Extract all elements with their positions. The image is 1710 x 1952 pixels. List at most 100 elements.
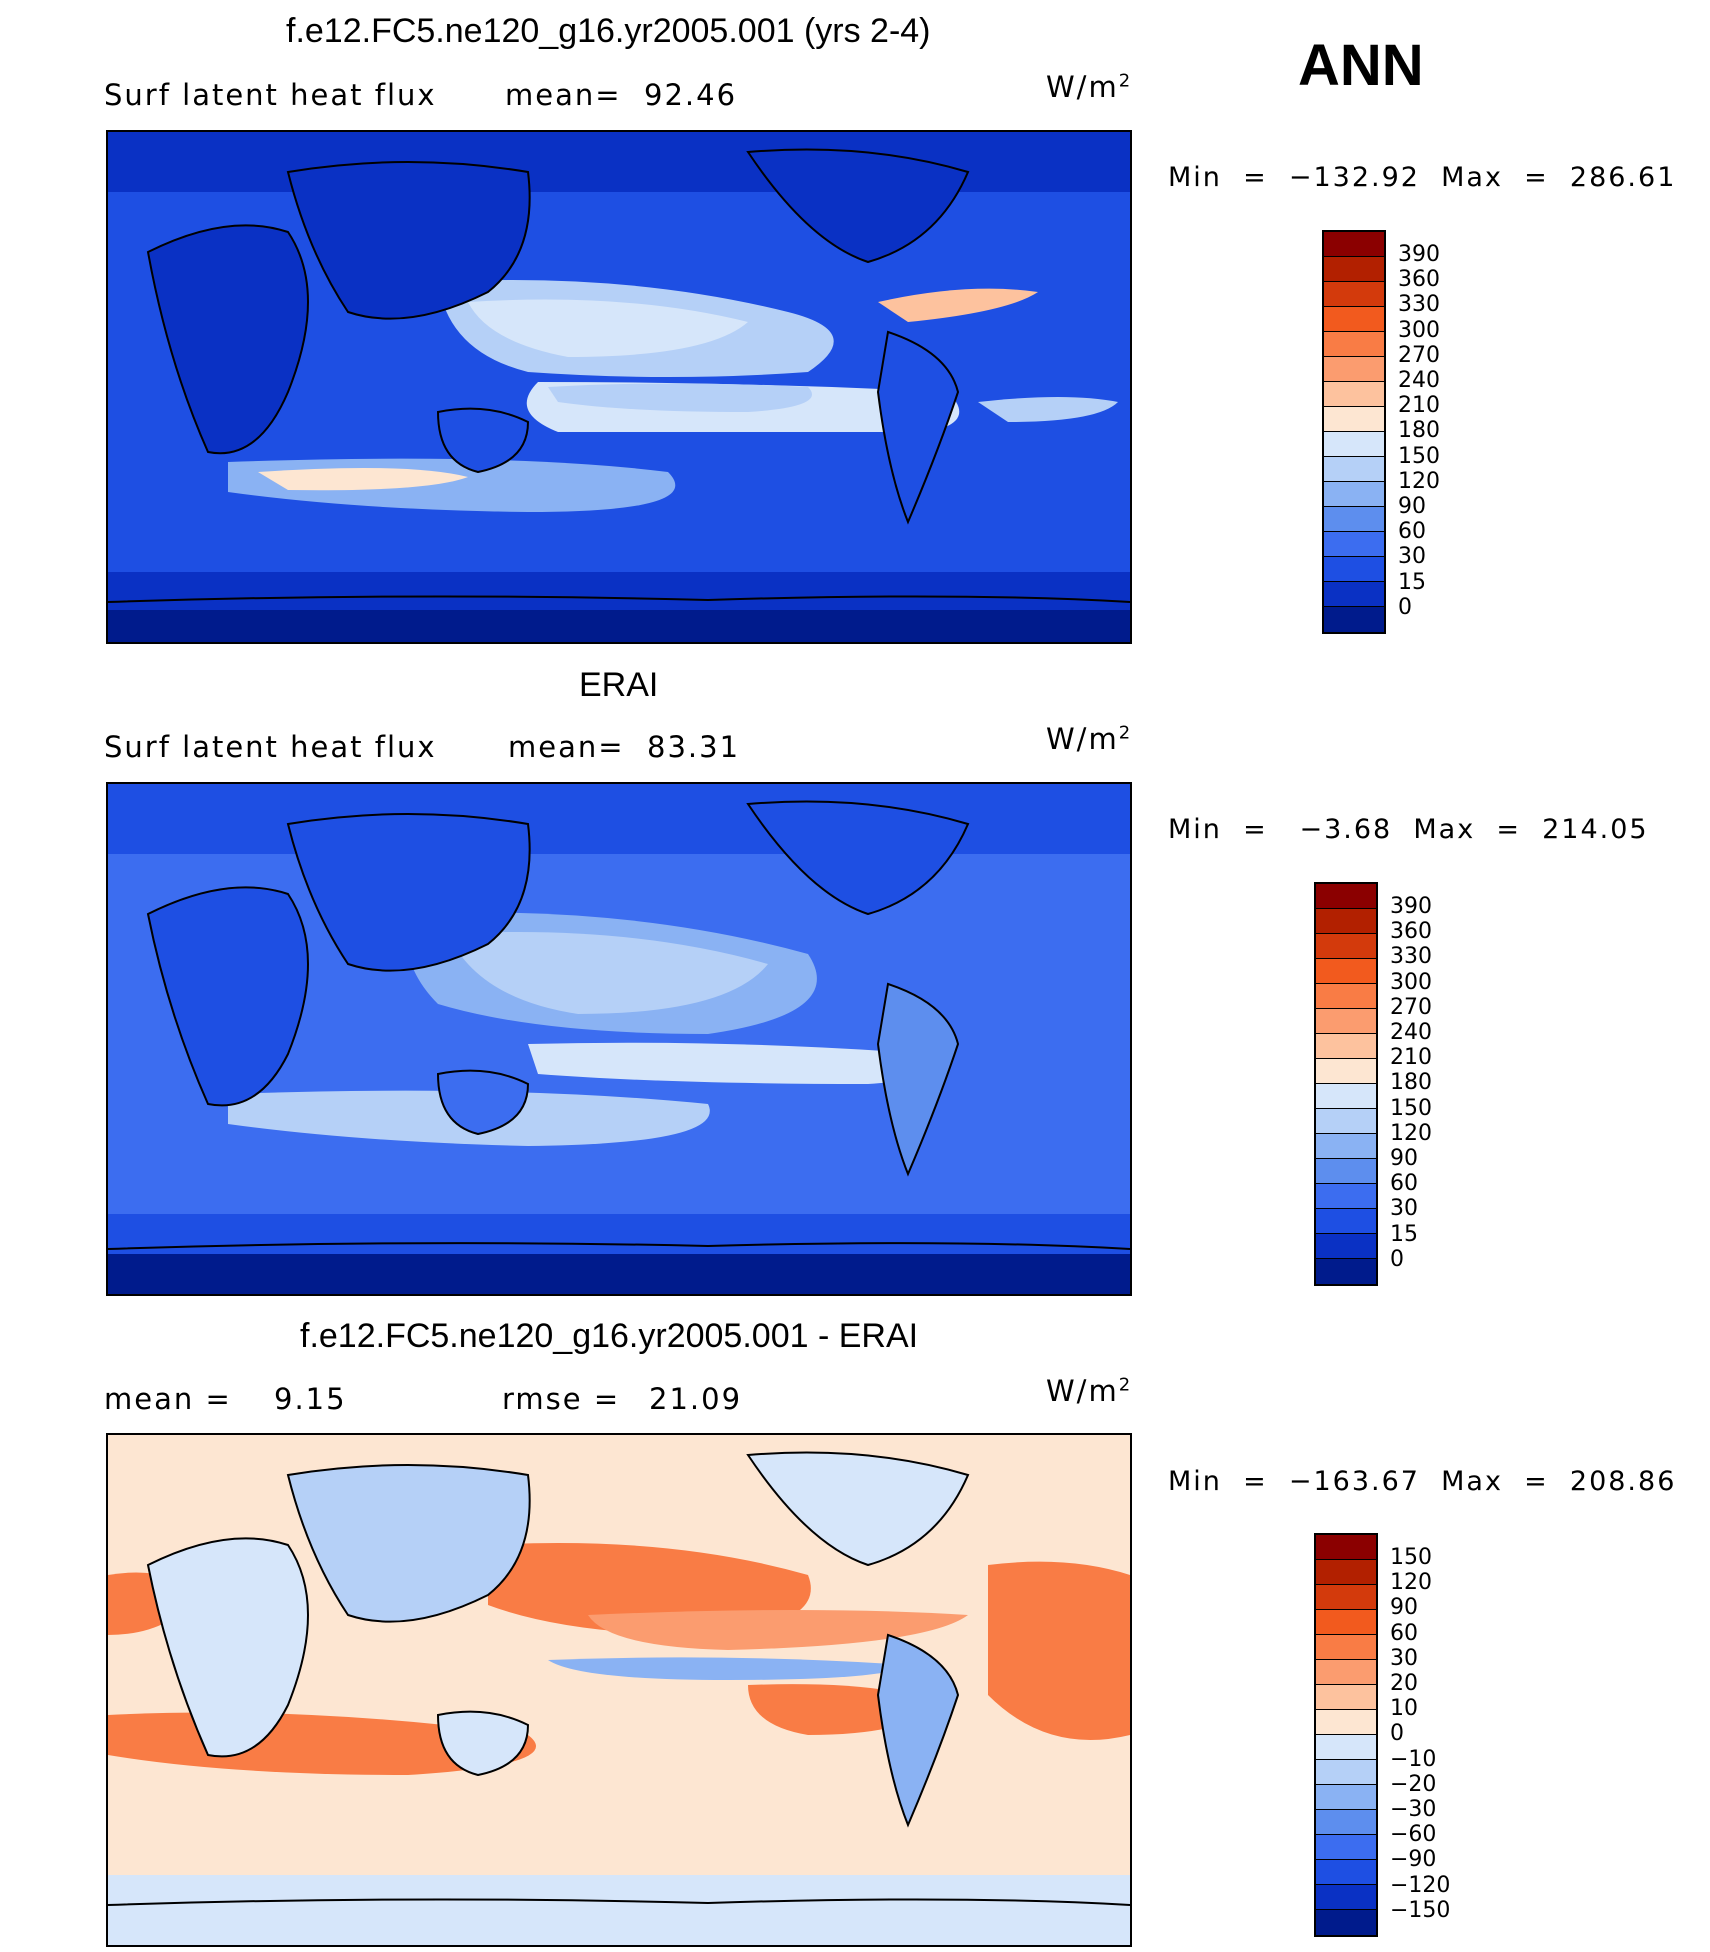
panel1-colorbar-swatch bbox=[1324, 507, 1384, 532]
panel2-colorbar-labels: 390 360 330 300 270 240 210 180 150 120 … bbox=[1390, 894, 1432, 1272]
panel2-colorbar-swatch bbox=[1316, 909, 1376, 934]
panel1-colorbar bbox=[1322, 230, 1386, 634]
panel3-colorbar-swatch bbox=[1316, 1660, 1376, 1685]
panel3-colorbar-labels: 150 120 90 60 30 20 10 0 −10 −20 −30 −60… bbox=[1390, 1545, 1450, 1923]
colorbar-tick-label: −120 bbox=[1390, 1872, 1451, 1898]
panel1-minmax: Min = −132.92 Max = 286.61 bbox=[1168, 162, 1677, 193]
panel2-colorbar-swatch bbox=[1316, 1059, 1376, 1084]
colorbar-tick-label: 180 bbox=[1398, 418, 1440, 444]
panel2-colorbar-swatch bbox=[1316, 1034, 1376, 1059]
colorbar-tick-label: 120 bbox=[1390, 1120, 1432, 1146]
colorbar-tick-label: 60 bbox=[1390, 1171, 1418, 1197]
panel3-units: W/m2 bbox=[1046, 1374, 1133, 1408]
panel1-mean-value: 92.46 bbox=[644, 78, 738, 112]
panel1-colorbar-swatch bbox=[1324, 232, 1384, 257]
colorbar-tick-label: 0 bbox=[1390, 1246, 1404, 1272]
colorbar-tick-label: 300 bbox=[1390, 969, 1432, 995]
panel1-colorbar-swatch bbox=[1324, 282, 1384, 307]
panel2-colorbar-swatch bbox=[1316, 1184, 1376, 1209]
panel1-map bbox=[106, 130, 1132, 644]
colorbar-tick-label: 60 bbox=[1398, 519, 1426, 545]
colorbar-tick-label: 270 bbox=[1398, 342, 1440, 368]
panel2-minmax: Min = −3.68 Max = 214.05 bbox=[1168, 814, 1649, 845]
panel1-colorbar-swatch bbox=[1324, 407, 1384, 432]
colorbar-tick-label: 390 bbox=[1390, 894, 1432, 919]
panel1-colorbar-swatch bbox=[1324, 307, 1384, 332]
panel3-colorbar-swatch bbox=[1316, 1685, 1376, 1710]
panel1-colorbar-swatch bbox=[1324, 482, 1384, 507]
colorbar-tick-label: 150 bbox=[1390, 1545, 1432, 1570]
panel3-colorbar-swatch bbox=[1316, 1835, 1376, 1860]
colorbar-tick-label: 30 bbox=[1390, 1645, 1418, 1671]
panel2-mean-value: 83.31 bbox=[647, 730, 741, 764]
panel2-colorbar-swatch bbox=[1316, 1084, 1376, 1109]
panel3-colorbar-swatch bbox=[1316, 1885, 1376, 1910]
panel3-colorbar-swatch bbox=[1316, 1585, 1376, 1610]
panel3-map-plot bbox=[108, 1435, 1130, 1945]
panel2-colorbar-swatch bbox=[1316, 984, 1376, 1009]
colorbar-tick-label: 90 bbox=[1390, 1146, 1418, 1172]
colorbar-tick-label: 90 bbox=[1390, 1595, 1418, 1621]
colorbar-tick-label: −10 bbox=[1390, 1746, 1437, 1772]
panel3-colorbar bbox=[1314, 1533, 1378, 1937]
panel2-colorbar-swatch bbox=[1316, 1259, 1376, 1284]
colorbar-tick-label: 330 bbox=[1390, 944, 1432, 970]
panel1-variable-label: Surf latent heat flux bbox=[104, 78, 437, 112]
colorbar-tick-label: −60 bbox=[1390, 1822, 1437, 1848]
panel3-colorbar-swatch bbox=[1316, 1710, 1376, 1735]
panel1-colorbar-swatch bbox=[1324, 607, 1384, 632]
panel3-rmse-label: rmse = bbox=[502, 1382, 621, 1416]
colorbar-tick-label: 15 bbox=[1398, 569, 1426, 595]
colorbar-tick-label: 330 bbox=[1398, 292, 1440, 318]
colorbar-tick-label: −90 bbox=[1390, 1847, 1437, 1873]
panel3-colorbar-swatch bbox=[1316, 1810, 1376, 1835]
colorbar-tick-label: 120 bbox=[1398, 468, 1440, 494]
panel1-colorbar-swatch bbox=[1324, 382, 1384, 407]
panel1-colorbar-swatch bbox=[1324, 582, 1384, 607]
panel3-mean-value: 9.15 bbox=[274, 1382, 347, 1416]
season-label: ANN bbox=[1298, 33, 1424, 98]
colorbar-tick-label: 240 bbox=[1398, 368, 1440, 394]
panel2-colorbar-swatch bbox=[1316, 1134, 1376, 1159]
panel3-rmse-value: 21.09 bbox=[649, 1382, 743, 1416]
panel1-colorbar-swatch bbox=[1324, 532, 1384, 557]
panel2-colorbar-swatch bbox=[1316, 1209, 1376, 1234]
panel2-map-plot bbox=[108, 784, 1130, 1294]
colorbar-tick-label: 90 bbox=[1398, 494, 1426, 520]
colorbar-tick-label: 60 bbox=[1390, 1620, 1418, 1646]
panel2-mean-label: mean= bbox=[508, 730, 625, 764]
colorbar-tick-label: 270 bbox=[1390, 994, 1432, 1020]
panel2-colorbar-swatch bbox=[1316, 959, 1376, 984]
panel3-colorbar-swatch bbox=[1316, 1535, 1376, 1560]
panel1-colorbar-labels: 390 360 330 300 270 240 210 180 150 120 … bbox=[1398, 242, 1440, 620]
colorbar-tick-label: 150 bbox=[1390, 1095, 1432, 1121]
panel2-map bbox=[106, 782, 1132, 1296]
panel3-minmax: Min = −163.67 Max = 208.86 bbox=[1168, 1466, 1677, 1497]
panel2-variable-label: Surf latent heat flux bbox=[104, 730, 437, 764]
colorbar-tick-label: 360 bbox=[1398, 267, 1440, 293]
panel1-units: W/m2 bbox=[1046, 70, 1133, 104]
colorbar-tick-label: 180 bbox=[1390, 1070, 1432, 1096]
colorbar-tick-label: 390 bbox=[1398, 242, 1440, 267]
colorbar-tick-label: 0 bbox=[1398, 594, 1412, 620]
panel2-colorbar-swatch bbox=[1316, 1009, 1376, 1034]
panel2-colorbar-swatch bbox=[1316, 884, 1376, 909]
panel1-map-plot bbox=[108, 132, 1130, 642]
panel1-mean-label: mean= bbox=[505, 78, 622, 112]
panel2-units: W/m2 bbox=[1046, 722, 1133, 756]
panel3-colorbar-swatch bbox=[1316, 1610, 1376, 1635]
panel1-colorbar-swatch bbox=[1324, 557, 1384, 582]
colorbar-tick-label: 10 bbox=[1390, 1696, 1418, 1722]
colorbar-tick-label: 210 bbox=[1398, 393, 1440, 419]
panel3-title: f.e12.FC5.ne120_g16.yr2005.001 - ERAI bbox=[300, 1317, 919, 1355]
panel2-colorbar-swatch bbox=[1316, 1159, 1376, 1184]
colorbar-tick-label: 15 bbox=[1390, 1221, 1418, 1247]
panel2-colorbar-swatch bbox=[1316, 1109, 1376, 1134]
colorbar-tick-label: 120 bbox=[1390, 1570, 1432, 1596]
panel3-colorbar-swatch bbox=[1316, 1785, 1376, 1810]
colorbar-tick-label: −150 bbox=[1390, 1897, 1451, 1923]
panel2-colorbar-swatch bbox=[1316, 934, 1376, 959]
colorbar-tick-label: −30 bbox=[1390, 1797, 1437, 1823]
panel2-colorbar-swatch bbox=[1316, 1234, 1376, 1259]
colorbar-tick-label: 150 bbox=[1398, 443, 1440, 469]
